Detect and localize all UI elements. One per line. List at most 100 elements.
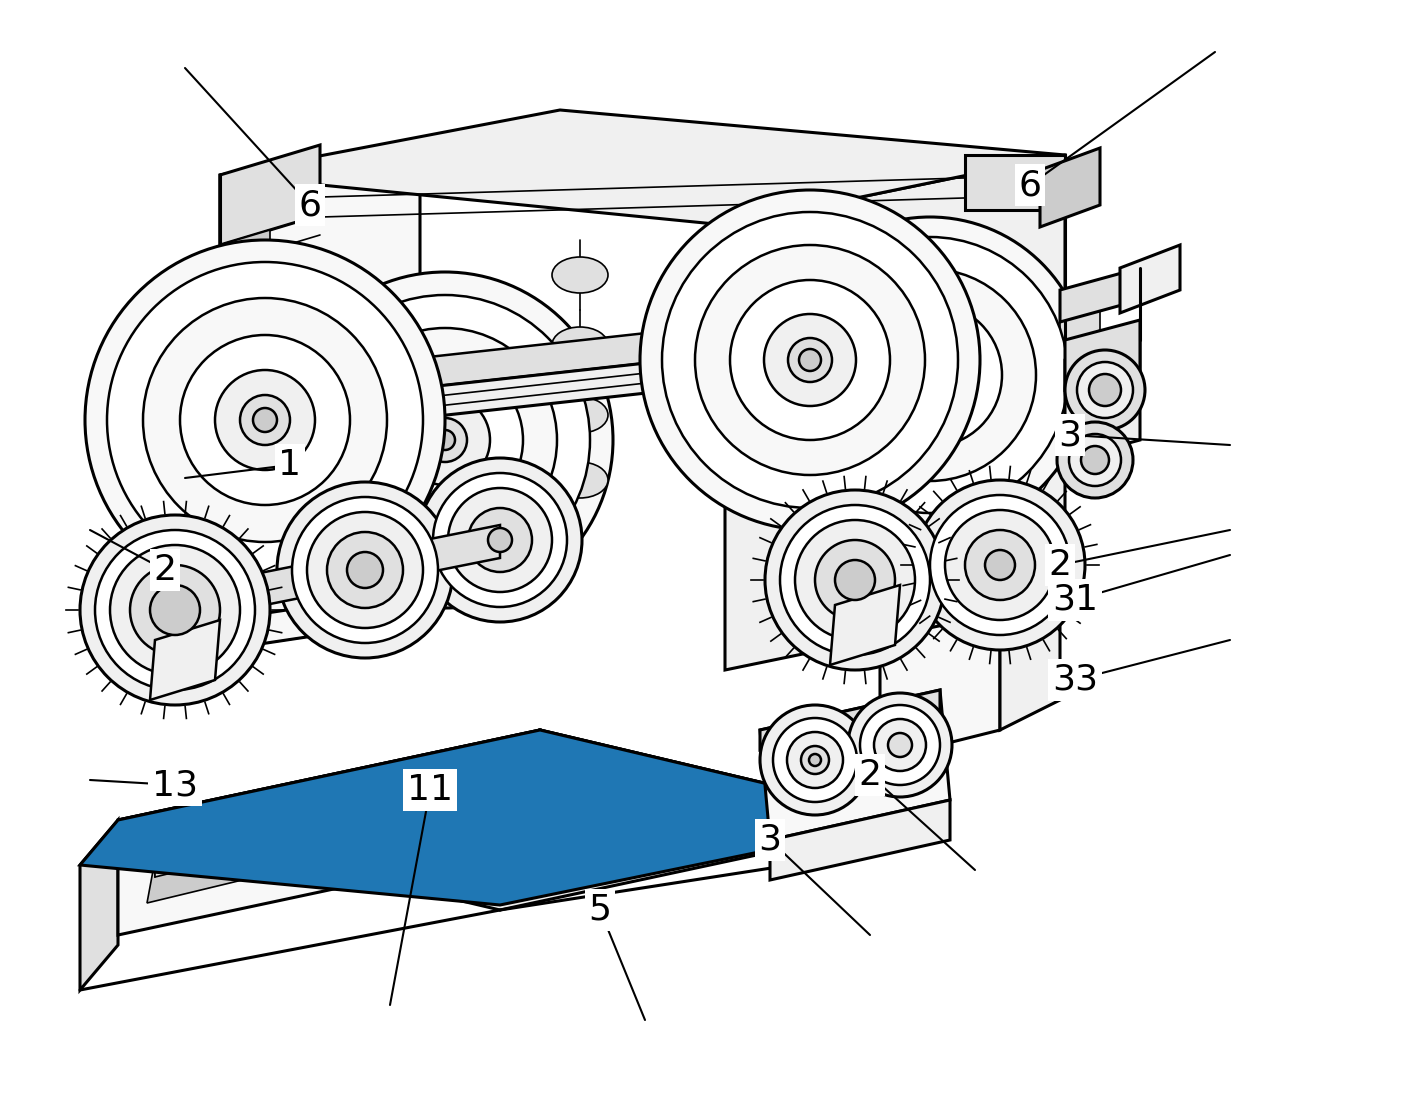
Circle shape [488, 528, 512, 552]
Polygon shape [221, 110, 1065, 225]
Text: 11: 11 [407, 773, 452, 807]
Ellipse shape [180, 335, 351, 505]
Polygon shape [147, 825, 300, 903]
Polygon shape [771, 800, 950, 880]
Ellipse shape [696, 245, 925, 474]
Circle shape [253, 408, 277, 432]
Circle shape [800, 746, 829, 774]
Polygon shape [1060, 267, 1140, 322]
Ellipse shape [788, 338, 831, 382]
Ellipse shape [551, 257, 608, 293]
Polygon shape [1000, 560, 1060, 730]
Polygon shape [382, 794, 530, 878]
Polygon shape [1041, 148, 1100, 227]
Polygon shape [150, 620, 221, 700]
Text: 33: 33 [1052, 662, 1099, 697]
Ellipse shape [368, 363, 523, 518]
Ellipse shape [143, 298, 387, 542]
Polygon shape [759, 690, 950, 840]
Polygon shape [264, 316, 810, 405]
Circle shape [874, 720, 926, 771]
Ellipse shape [641, 190, 980, 530]
Ellipse shape [107, 262, 423, 579]
Ellipse shape [1069, 434, 1121, 486]
Ellipse shape [964, 530, 1035, 600]
Polygon shape [855, 546, 1000, 596]
Ellipse shape [130, 565, 221, 655]
Polygon shape [830, 585, 899, 665]
Ellipse shape [293, 497, 438, 643]
Ellipse shape [792, 237, 1068, 513]
Polygon shape [221, 285, 270, 335]
Ellipse shape [551, 462, 608, 498]
Ellipse shape [772, 217, 1087, 533]
Ellipse shape [327, 532, 403, 608]
Circle shape [773, 718, 857, 802]
Ellipse shape [945, 510, 1055, 620]
Ellipse shape [551, 397, 608, 433]
Circle shape [759, 705, 870, 815]
Text: 3: 3 [1059, 419, 1082, 452]
Polygon shape [175, 525, 501, 623]
Text: 5: 5 [588, 893, 611, 927]
Ellipse shape [764, 314, 855, 406]
Polygon shape [1060, 280, 1100, 350]
Text: 1: 1 [279, 448, 301, 482]
Polygon shape [964, 156, 1065, 210]
Polygon shape [221, 145, 420, 650]
Ellipse shape [433, 473, 567, 606]
Ellipse shape [334, 328, 557, 552]
Text: 3: 3 [758, 822, 782, 857]
Polygon shape [880, 590, 1000, 760]
Polygon shape [725, 156, 1065, 670]
Polygon shape [540, 730, 921, 845]
Ellipse shape [1089, 374, 1121, 406]
Circle shape [888, 733, 912, 756]
Circle shape [860, 705, 940, 786]
Text: 13: 13 [151, 768, 198, 802]
Text: 2: 2 [154, 553, 177, 587]
Ellipse shape [215, 370, 315, 470]
Text: 6: 6 [1018, 168, 1042, 203]
Ellipse shape [400, 395, 491, 485]
Ellipse shape [277, 272, 614, 608]
Circle shape [986, 551, 1015, 580]
Polygon shape [117, 730, 921, 910]
Ellipse shape [307, 513, 423, 628]
Polygon shape [117, 730, 540, 935]
Circle shape [921, 366, 939, 384]
Circle shape [436, 430, 455, 450]
Polygon shape [390, 794, 530, 852]
Polygon shape [221, 231, 270, 300]
Ellipse shape [662, 211, 959, 508]
Ellipse shape [277, 482, 452, 658]
Ellipse shape [814, 540, 895, 620]
Ellipse shape [730, 280, 889, 440]
Polygon shape [1065, 340, 1140, 460]
Circle shape [346, 552, 383, 587]
Ellipse shape [95, 530, 255, 690]
Ellipse shape [858, 303, 1003, 446]
Polygon shape [1120, 245, 1181, 313]
Ellipse shape [1058, 422, 1133, 498]
Polygon shape [759, 690, 940, 750]
Ellipse shape [1080, 446, 1109, 474]
Text: 2: 2 [858, 758, 881, 792]
Text: 2: 2 [1049, 548, 1072, 582]
Circle shape [150, 585, 199, 634]
Ellipse shape [889, 335, 970, 415]
Circle shape [788, 732, 843, 788]
Ellipse shape [795, 520, 915, 640]
Ellipse shape [85, 239, 445, 600]
Ellipse shape [551, 327, 608, 363]
Text: 6: 6 [298, 188, 321, 222]
Ellipse shape [423, 419, 467, 462]
Ellipse shape [915, 480, 1085, 650]
Circle shape [848, 693, 952, 797]
Polygon shape [156, 825, 300, 877]
Ellipse shape [765, 490, 945, 670]
Ellipse shape [930, 495, 1070, 634]
Ellipse shape [1077, 363, 1133, 419]
Polygon shape [81, 730, 940, 905]
Polygon shape [264, 345, 810, 435]
